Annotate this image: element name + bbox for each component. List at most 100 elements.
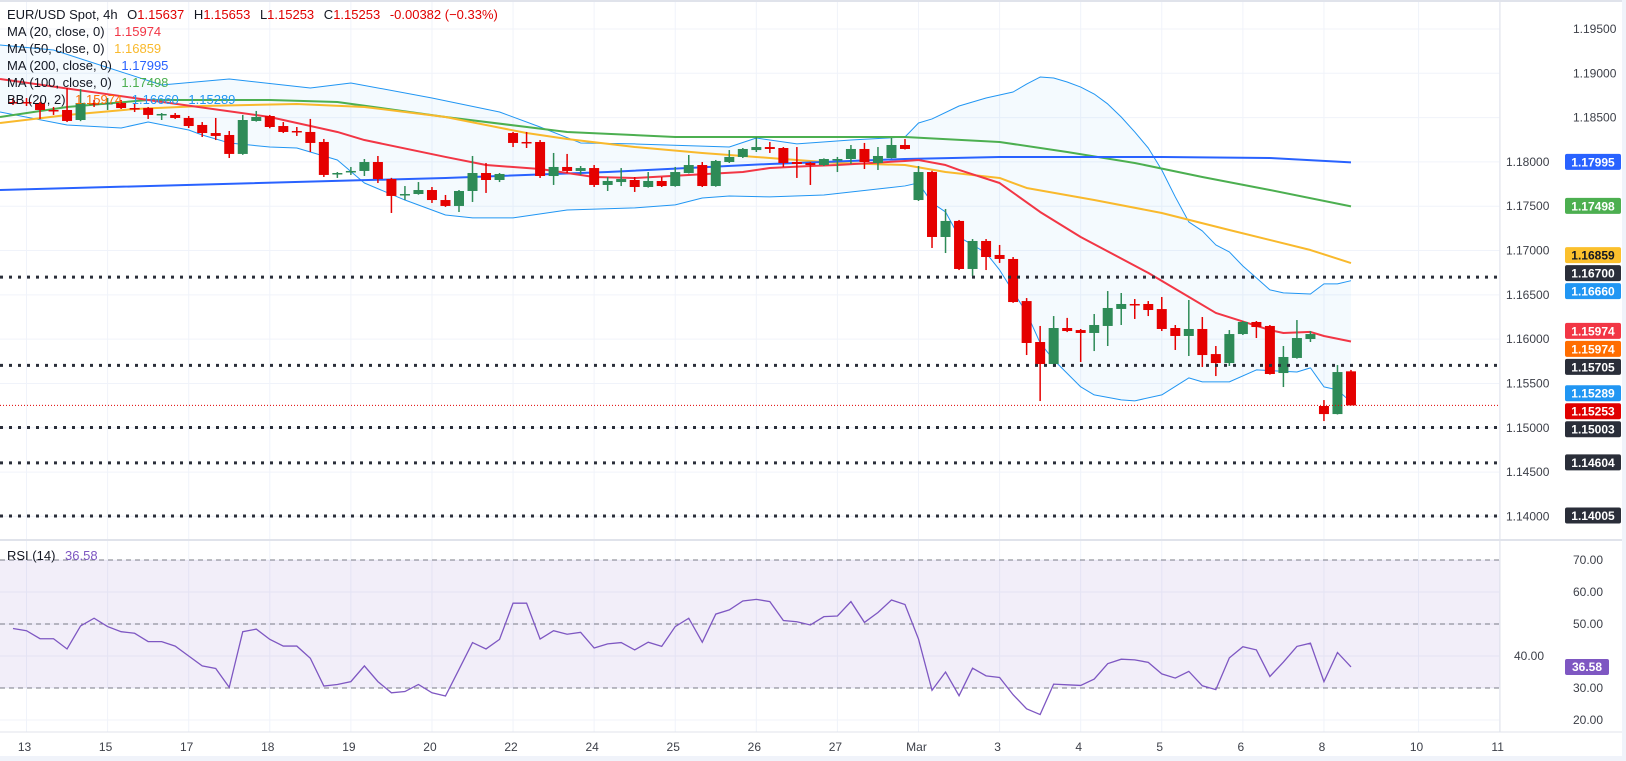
candle-body[interactable] [994, 254, 1005, 259]
candle-body[interactable] [494, 173, 505, 180]
candle-body[interactable] [616, 179, 627, 183]
rsi-line[interactable] [12, 598, 1352, 716]
ma20-legend[interactable]: MA (20, close, 0) 1.15974 [7, 23, 498, 40]
candle-body[interactable] [643, 180, 654, 188]
candle-body[interactable] [508, 133, 519, 143]
candle-body[interactable] [764, 147, 775, 149]
candle-body[interactable] [1089, 324, 1100, 333]
candle-body[interactable] [1021, 301, 1032, 343]
candle-body[interactable] [1156, 309, 1167, 329]
ma100-legend[interactable]: MA (100, close, 0) 1.17498 [7, 74, 498, 91]
candle-body[interactable] [1291, 338, 1302, 358]
candle-body[interactable] [75, 102, 86, 120]
candle-body[interactable] [1048, 328, 1059, 364]
candle-body[interactable] [399, 194, 410, 196]
candle-body[interactable] [1197, 328, 1208, 356]
candle-body[interactable] [372, 162, 383, 180]
candle-body[interactable] [954, 220, 965, 269]
candle-body[interactable] [872, 155, 883, 163]
candle-body[interactable] [35, 102, 46, 110]
candle-body[interactable] [899, 144, 910, 149]
candle-body[interactable] [345, 170, 356, 173]
candle-body[interactable] [291, 130, 302, 133]
candle-body[interactable] [1129, 303, 1140, 306]
candle-body[interactable] [1278, 356, 1289, 374]
candle-body[interactable] [859, 148, 870, 163]
candle-body[interactable] [1116, 303, 1127, 309]
candle-body[interactable] [670, 172, 681, 187]
bollinger-lower-line[interactable] [0, 111, 1352, 403]
candle-body[interactable] [8, 102, 18, 104]
candle-body[interactable] [927, 172, 938, 237]
candle-body[interactable] [832, 158, 843, 161]
candle-body[interactable] [656, 180, 667, 187]
ma200-legend[interactable]: MA (200, close, 0) 1.17995 [7, 57, 498, 74]
candle-body[interactable] [481, 172, 492, 180]
candle-body[interactable] [913, 172, 924, 201]
bb-legend[interactable]: BB (20, 2) 1.15974 1.16660 1.15289 [7, 91, 498, 108]
candle-body[interactable] [818, 158, 829, 166]
candle-body[interactable] [791, 162, 802, 164]
ma50-legend[interactable]: MA (50, close, 0) 1.16859 [7, 40, 498, 57]
candle-body[interactable] [264, 116, 275, 128]
candle-body[interactable] [697, 165, 708, 187]
candle-body[interactable] [683, 165, 694, 173]
candle-body[interactable] [278, 126, 289, 132]
candle-body[interactable] [1210, 354, 1221, 364]
candle-body[interactable] [535, 141, 546, 177]
candle-body[interactable] [318, 141, 329, 175]
candle-body[interactable] [1237, 321, 1248, 335]
candle-body[interactable] [1062, 328, 1073, 332]
candle-body[interactable] [1264, 325, 1275, 375]
candle-body[interactable] [426, 190, 437, 201]
candle-body[interactable] [1332, 372, 1343, 415]
candle-body[interactable] [210, 133, 221, 136]
candle-body[interactable] [170, 114, 181, 118]
candle-body[interactable] [751, 147, 762, 151]
candle-body[interactable] [710, 160, 721, 187]
candle-body[interactable] [1008, 258, 1019, 303]
candle-body[interactable] [413, 190, 424, 195]
candle-body[interactable] [48, 109, 59, 112]
candle-body[interactable] [129, 108, 140, 110]
bollinger-upper-line[interactable] [0, 44, 1352, 295]
candle-body[interactable] [305, 131, 316, 143]
candle-body[interactable] [102, 102, 113, 105]
candle-body[interactable] [1224, 334, 1235, 364]
candle-body[interactable] [1102, 307, 1113, 326]
rsi-legend[interactable]: RSI (14) 36.58 [7, 548, 98, 563]
candle-body[interactable] [453, 190, 464, 206]
ma50-line[interactable] [0, 102, 1352, 264]
candle-body[interactable] [737, 148, 748, 157]
candle-body[interactable] [575, 168, 586, 171]
ma100-line[interactable] [0, 98, 1352, 208]
candle-body[interactable] [724, 156, 735, 163]
candle-body[interactable] [589, 168, 600, 185]
candle-body[interactable] [143, 108, 154, 115]
candle-body[interactable] [237, 120, 248, 154]
candle-body[interactable] [521, 141, 532, 144]
candle-body[interactable] [805, 162, 816, 166]
candle-body[interactable] [1251, 321, 1262, 328]
candle-body[interactable] [1035, 342, 1046, 364]
candle-body[interactable] [467, 172, 478, 191]
candle-body[interactable] [89, 102, 100, 105]
candle-body[interactable] [548, 166, 559, 177]
candle-body[interactable] [981, 240, 992, 258]
candle-body[interactable] [1170, 328, 1181, 336]
candle-body[interactable] [1318, 405, 1329, 415]
candle-body[interactable] [1143, 303, 1154, 311]
candle-body[interactable] [940, 220, 951, 237]
candle-body[interactable] [562, 166, 573, 171]
candle-body[interactable] [1305, 334, 1316, 339]
candle-body[interactable] [224, 134, 235, 154]
candle-body[interactable] [440, 200, 451, 206]
candle-body[interactable] [156, 113, 167, 116]
candle-body[interactable] [116, 102, 127, 109]
candle-body[interactable] [629, 180, 640, 188]
candle-body[interactable] [1183, 328, 1194, 336]
candle-body[interactable] [1075, 330, 1086, 333]
candle-body[interactable] [778, 148, 789, 163]
candle-body[interactable] [197, 124, 208, 134]
